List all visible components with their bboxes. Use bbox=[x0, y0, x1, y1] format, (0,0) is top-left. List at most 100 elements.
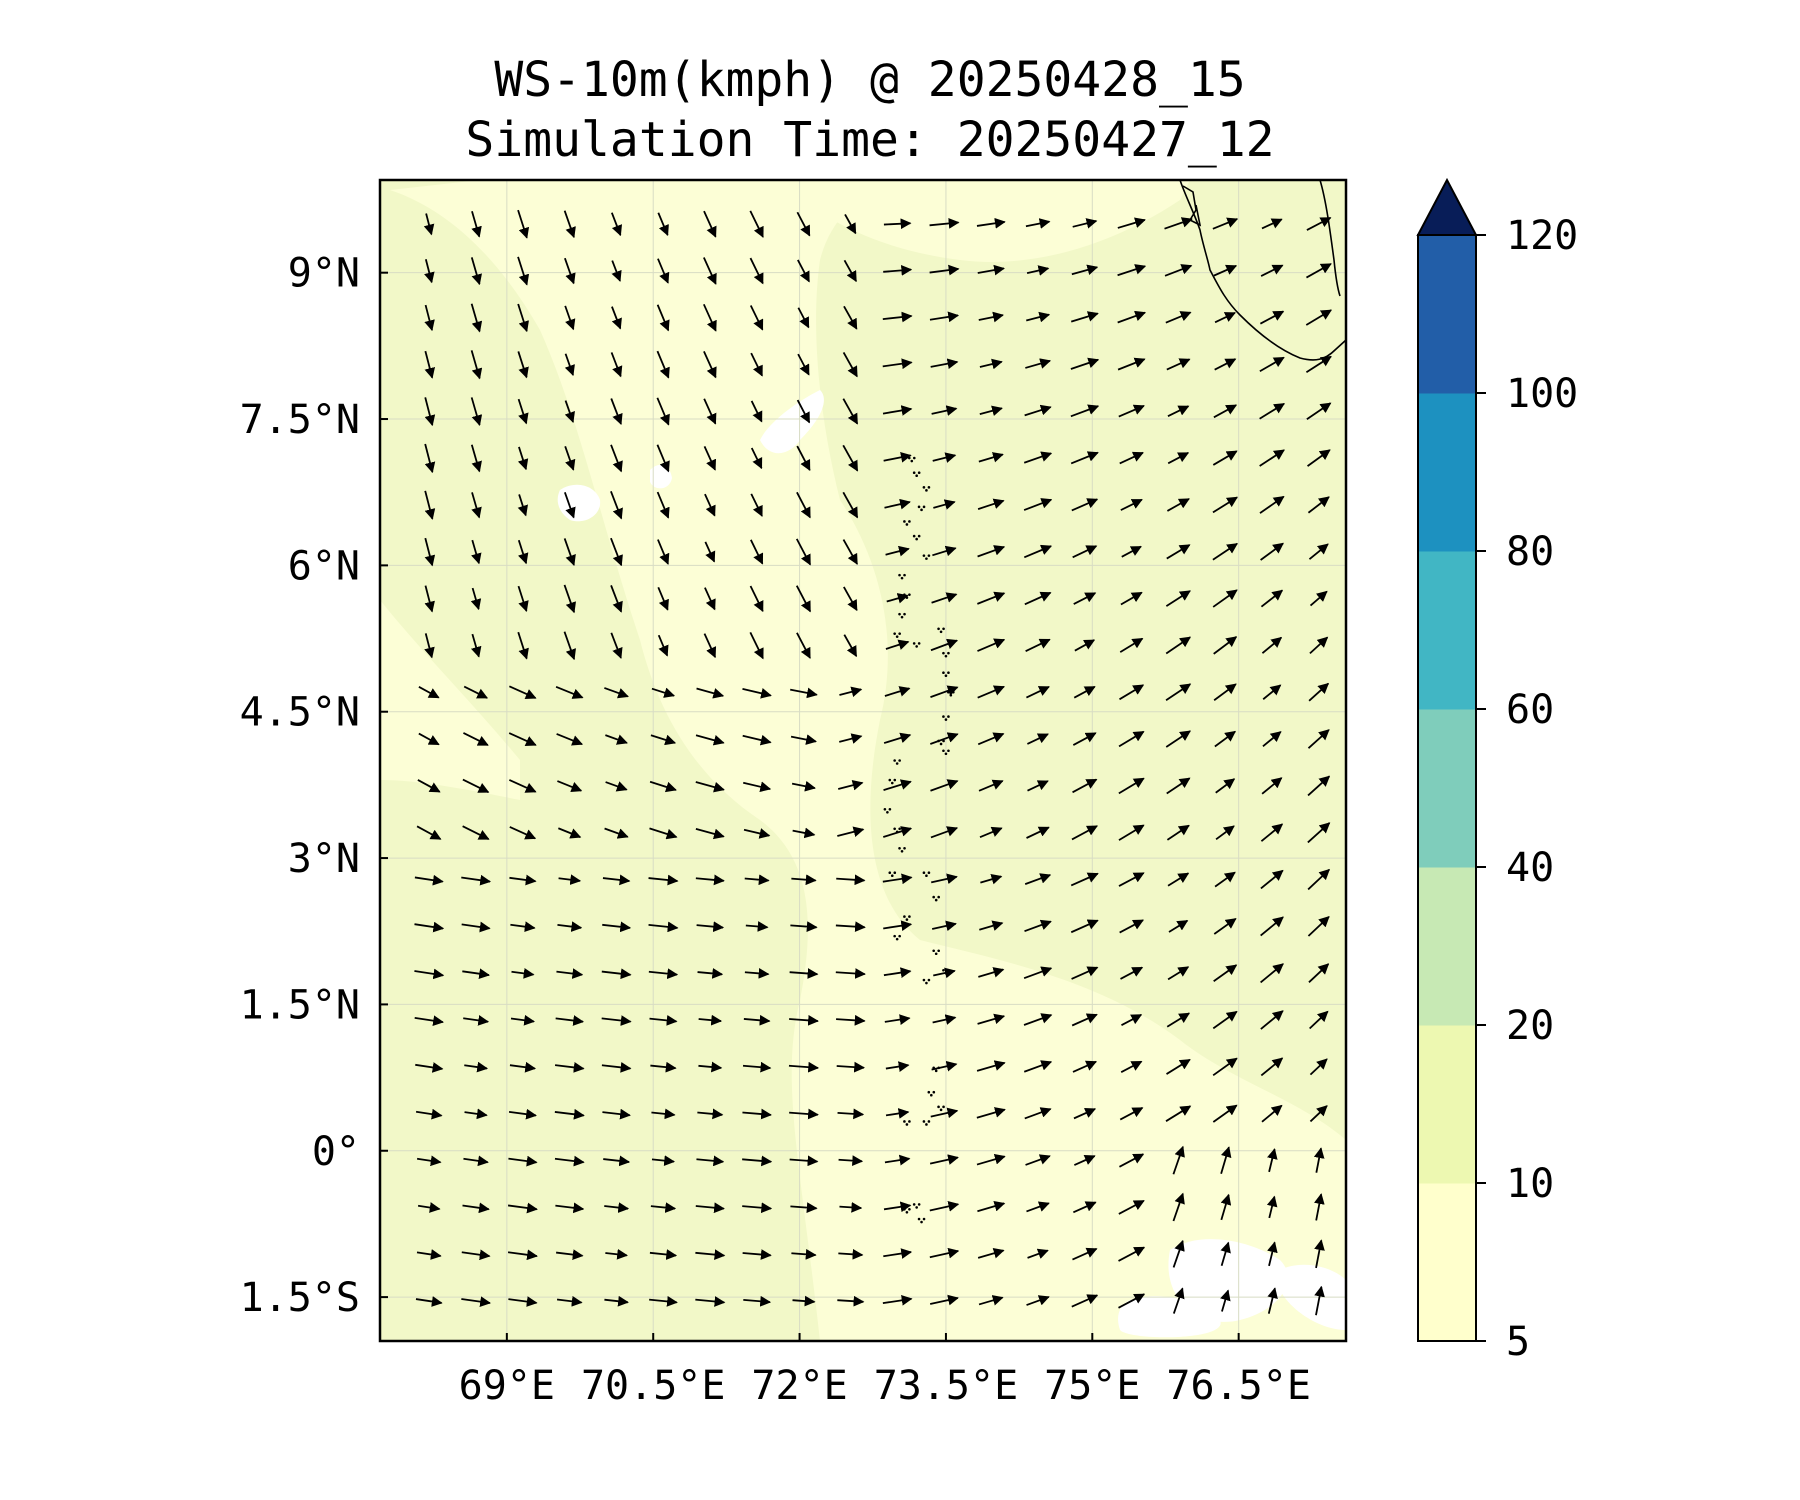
atoll-dot bbox=[937, 949, 940, 953]
map-frame bbox=[378, 178, 1348, 1343]
wind-arrow bbox=[930, 638, 959, 652]
india-coastline-detail bbox=[1182, 185, 1202, 227]
atoll-dot bbox=[932, 949, 935, 953]
atoll-dot bbox=[895, 762, 899, 765]
wind-arrow bbox=[1027, 1248, 1049, 1259]
wind-arrow bbox=[1165, 683, 1192, 702]
wind-arrow bbox=[554, 1155, 585, 1167]
wind-arrow bbox=[1119, 684, 1145, 701]
atoll-dot bbox=[898, 759, 901, 762]
wind-arrow bbox=[1072, 218, 1098, 229]
wind-arrow bbox=[749, 632, 764, 660]
atoll-dot bbox=[925, 981, 928, 985]
wind-arrow bbox=[463, 1015, 490, 1026]
wind-arrow bbox=[1212, 1010, 1238, 1030]
latitude-axis: 9°N 7.5°N 6°N 4.5°N 3°N 1.5°N 0° 1.5°S bbox=[240, 251, 388, 1321]
wind-arrow bbox=[602, 1108, 631, 1120]
wind-arrow bbox=[470, 303, 483, 333]
atoll-dot bbox=[925, 557, 928, 560]
wind-arrow bbox=[610, 444, 623, 473]
wind-arrow bbox=[564, 257, 576, 285]
wind-arrow bbox=[1071, 498, 1099, 512]
wind-arrow bbox=[790, 687, 818, 699]
wind-arrow bbox=[651, 687, 676, 698]
wind-arrow bbox=[1308, 543, 1329, 560]
atoll-dot bbox=[922, 1217, 926, 1221]
wind-arrow bbox=[791, 1248, 817, 1260]
light-shading-region bbox=[390, 180, 1346, 1341]
wind-arrow bbox=[1212, 496, 1238, 514]
lon-tick-label: 69°E bbox=[459, 1363, 555, 1409]
atoll-dot bbox=[893, 934, 896, 938]
wind-arrow bbox=[462, 1202, 490, 1214]
wind-arrow bbox=[611, 306, 622, 330]
wind-arrow bbox=[931, 920, 957, 932]
wind-arrow bbox=[742, 1108, 772, 1120]
lon-tick-label: 72°E bbox=[751, 1363, 847, 1409]
wind-arrow bbox=[463, 1155, 489, 1167]
wind-arrow bbox=[1259, 495, 1285, 514]
wind-arrow bbox=[695, 1296, 726, 1307]
wind-arrow bbox=[657, 634, 669, 657]
wind-arrow bbox=[930, 1107, 959, 1119]
wind-arrow bbox=[1172, 1192, 1185, 1222]
atoll-dot bbox=[915, 1206, 918, 1209]
wind-arrow bbox=[1118, 1293, 1146, 1309]
wind-arrow bbox=[416, 1155, 442, 1167]
atoll-dot bbox=[934, 898, 938, 902]
wind-arrow bbox=[1121, 545, 1142, 558]
wind-arrow bbox=[842, 351, 858, 378]
wind-arrow bbox=[414, 921, 445, 933]
wind-arrow bbox=[1307, 868, 1330, 891]
wind-arrow bbox=[695, 1202, 725, 1214]
wind-arrow bbox=[932, 545, 957, 557]
wind-arrow bbox=[555, 686, 584, 699]
atoll-dot bbox=[907, 456, 911, 460]
atoll-dot bbox=[942, 627, 945, 631]
wind-arrow bbox=[1261, 636, 1283, 654]
wind-arrow bbox=[1121, 1014, 1143, 1027]
wind-arrow bbox=[696, 1155, 725, 1167]
wind-arrow bbox=[931, 1060, 958, 1072]
wind-arrow bbox=[1309, 1105, 1328, 1123]
wind-arrow bbox=[1260, 589, 1284, 608]
atoll-dot bbox=[932, 1090, 936, 1094]
wind-arrow bbox=[1215, 778, 1236, 794]
wind-arrow bbox=[554, 1108, 585, 1120]
wind-arrow bbox=[1214, 871, 1236, 888]
wind-arrow bbox=[1072, 778, 1098, 794]
srilanka-coastline bbox=[1319, 180, 1341, 297]
atoll-dot bbox=[937, 627, 940, 631]
wind-arrow bbox=[464, 1108, 488, 1120]
wind-vectors bbox=[414, 209, 1332, 1316]
wind-arrow bbox=[883, 1201, 912, 1213]
atoll-dot bbox=[927, 554, 931, 557]
wind-arrow bbox=[695, 827, 725, 840]
wind-arrow bbox=[1026, 265, 1050, 276]
wind-arrow bbox=[796, 632, 811, 659]
wind-arrow bbox=[978, 311, 1004, 323]
wind-arrow bbox=[835, 968, 866, 979]
wind-arrow bbox=[976, 1154, 1006, 1166]
atoll-dot bbox=[932, 895, 935, 899]
wind-arrow bbox=[796, 491, 811, 519]
wind-arrow bbox=[508, 1108, 537, 1120]
wind-arrow bbox=[1166, 1012, 1191, 1028]
atoll-dot bbox=[888, 778, 892, 782]
wind-arrow bbox=[424, 633, 435, 659]
wind-arrow bbox=[556, 968, 584, 979]
wind-arrow bbox=[837, 826, 865, 838]
light-shading-region bbox=[380, 600, 520, 800]
wind-arrow bbox=[1267, 1241, 1278, 1267]
wind-arrow bbox=[424, 304, 435, 332]
wind-arrow bbox=[462, 825, 490, 840]
wind-arrow bbox=[510, 1014, 536, 1026]
wind-arrow bbox=[930, 358, 959, 370]
atoll-dot bbox=[905, 1123, 909, 1126]
wind-arrow bbox=[886, 593, 909, 604]
low-speed-region bbox=[760, 390, 824, 454]
wind-arrow bbox=[564, 305, 576, 331]
wind-arrow bbox=[797, 353, 810, 376]
colorbar-tick-label: 100 bbox=[1506, 371, 1578, 417]
